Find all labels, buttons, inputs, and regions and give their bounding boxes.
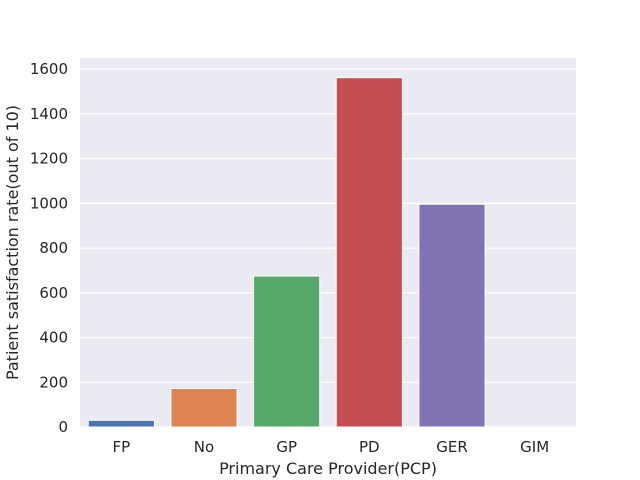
y-tick-label: 200 [39,373,68,391]
y-tick-label: 1200 [30,150,68,168]
x-tick-label: GIM [520,438,549,456]
bar-pd [335,77,403,428]
x-tick-label: No [194,438,214,456]
x-tick-label: PD [359,438,380,456]
x-axis-title: Primary Care Provider(PCP) [219,459,437,478]
y-tick-label: 1000 [30,194,68,212]
x-tick-label: GP [276,438,297,456]
x-tick-label: GER [436,438,468,456]
x-tick-labels: FP No GP PD GER GIM [112,438,549,456]
y-tick-label: 400 [39,329,68,347]
gridlines [80,68,576,428]
plot-area [80,58,576,427]
bar-ger [418,203,486,428]
y-tick-label: 800 [39,239,68,257]
bars [87,77,486,428]
x-tick-label: FP [112,438,130,456]
y-tick-labels: 0 200 400 600 800 1000 1200 1400 1600 [30,60,68,436]
y-tick-label: 1600 [30,60,68,78]
y-axis-title: Patient satisfaction rate(out of 10) [3,105,22,380]
y-tick-label: 1400 [30,105,68,123]
bar-fp [87,419,155,428]
bar-gp [253,275,321,428]
y-tick-label: 0 [58,418,68,436]
y-tick-label: 600 [39,284,68,302]
bar-no [170,388,238,428]
